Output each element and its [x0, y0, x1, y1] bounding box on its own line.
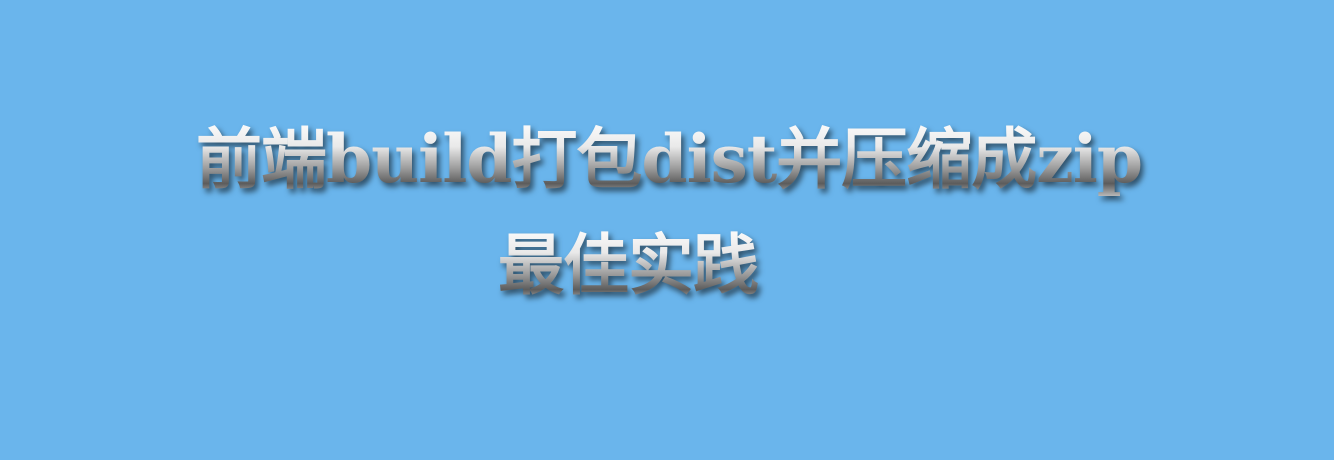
banner-title-line-1: 前端build打包dist并压缩成zip — [196, 120, 1143, 198]
banner-title-line-2: 最佳实践 — [498, 226, 759, 304]
